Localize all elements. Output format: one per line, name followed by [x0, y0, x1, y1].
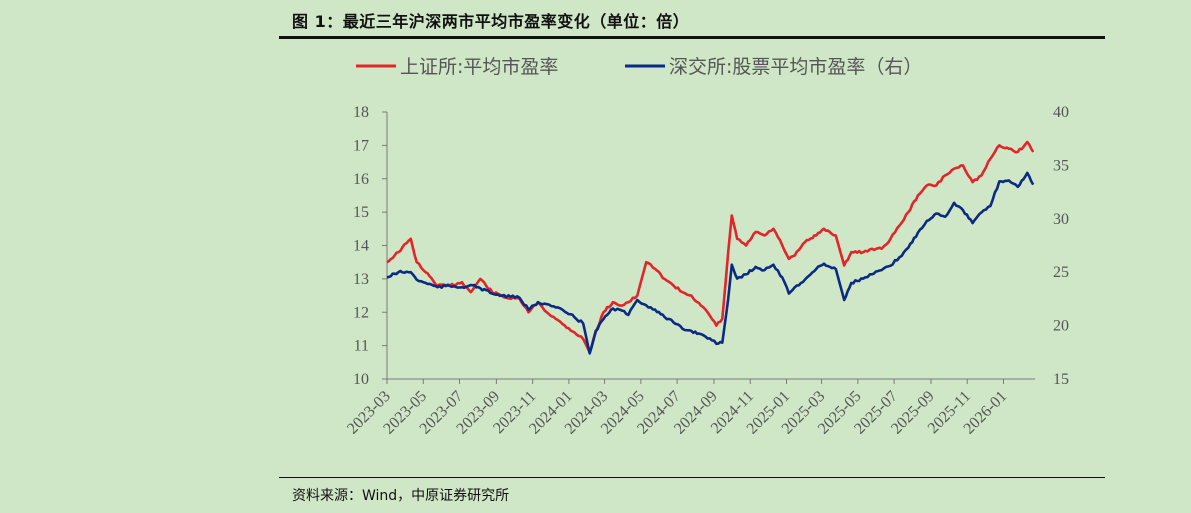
y-left-tick-label: 15	[353, 204, 369, 221]
y-left-tick-label: 12	[353, 304, 369, 321]
y-right-tick-label: 30	[1053, 211, 1069, 228]
y-left-tick-label: 17	[353, 137, 369, 154]
y-left-tick-label: 13	[353, 271, 369, 288]
series-line-sse	[386, 140, 1035, 354]
figure-title: 图 1：最近三年沪深两市平均市盈率变化（单位：倍）	[292, 12, 690, 31]
legend: 上证所:平均市盈率 深交所:股票平均市盈率（右）	[356, 56, 922, 78]
y-left-tick-label: 18	[353, 104, 369, 121]
y-left-tick-label: 11	[354, 338, 369, 355]
y-right-tick-label: 15	[1053, 371, 1069, 388]
y-right-tick-label: 40	[1053, 104, 1069, 121]
source-note: 资料来源：Wind，中原证券研究所	[292, 488, 510, 504]
y-left-tick-label: 10	[353, 371, 369, 388]
series-lines	[386, 140, 1035, 355]
bottom-rule	[279, 477, 1105, 478]
y-right-tick-label: 20	[1053, 318, 1069, 335]
y-left-tick-label: 16	[353, 171, 369, 188]
legend-label-szse: 深交所:股票平均市盈率（右）	[669, 56, 922, 78]
y-right-tick-label: 35	[1053, 157, 1069, 174]
axes: 1817161514131211104035302520152023-03202…	[344, 104, 1069, 438]
y-right-tick-label: 25	[1053, 264, 1069, 281]
top-rule	[279, 36, 1105, 39]
series-line-szse	[386, 171, 1035, 355]
y-left-tick-label: 14	[353, 238, 369, 255]
legend-label-sse: 上证所:平均市盈率	[400, 56, 558, 78]
